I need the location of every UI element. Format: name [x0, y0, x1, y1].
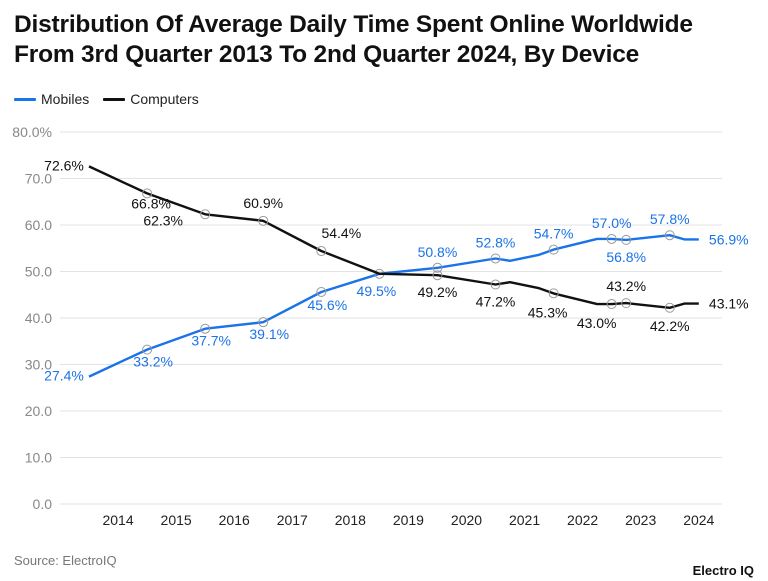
x-tick-label: 2022 — [567, 512, 598, 528]
data-point-mobiles — [200, 323, 211, 334]
legend-item-computers[interactable]: Computers — [103, 91, 199, 107]
x-tick-label: 2016 — [219, 512, 250, 528]
data-point-computers — [664, 302, 675, 313]
data-point-mobiles — [664, 230, 675, 241]
data-label-computers: 42.2% — [650, 318, 690, 334]
data-point-computers — [490, 279, 501, 290]
x-tick-label: 2014 — [102, 512, 133, 528]
data-point-computers — [200, 209, 211, 220]
data-point-computers — [606, 299, 617, 310]
data-label-computers: 45.3% — [528, 304, 568, 320]
data-label-mobiles: 50.8% — [418, 244, 458, 260]
data-point-mobiles — [142, 344, 153, 355]
x-tick-label: 2019 — [393, 512, 424, 528]
legend-swatch-computers — [103, 97, 126, 101]
data-point-computers — [548, 288, 559, 299]
x-tick-label: 2024 — [683, 512, 714, 528]
chart-title-line-1: Distribution Of Average Daily Time Spent… — [14, 11, 693, 38]
x-tick-label: 2018 — [335, 512, 366, 528]
data-point-computers — [258, 215, 269, 226]
data-point-computers — [621, 298, 632, 309]
data-point-mobiles — [316, 286, 327, 297]
data-label-computers: 66.8% — [131, 195, 171, 211]
data-label-computers: 54.4% — [321, 225, 361, 241]
data-point-mobiles — [606, 233, 617, 244]
legend-label-computers: Computers — [130, 91, 199, 107]
legend-swatch-mobiles — [14, 97, 36, 101]
y-tick-label: 0.0 — [33, 496, 53, 512]
y-tick-label: 20.0 — [25, 403, 52, 419]
chart-legend: Mobiles Computers — [14, 90, 213, 108]
data-label-mobiles: 33.2% — [133, 354, 173, 370]
data-label-mobiles: 54.7% — [534, 226, 574, 242]
data-label-mobiles: 45.6% — [307, 297, 347, 313]
x-tick-label: 2017 — [277, 512, 308, 528]
series-line-mobiles — [88, 234, 699, 378]
data-point-computers — [142, 188, 153, 199]
data-label-mobiles: 39.1% — [249, 326, 289, 342]
data-label-computers: 62.3% — [143, 212, 183, 228]
data-label-mobiles: 56.8% — [606, 249, 646, 265]
brand-logo: Electro IQ — [692, 563, 754, 578]
data-point-mobiles — [258, 317, 269, 328]
data-label-computers: 47.2% — [476, 294, 516, 310]
data-label-computers: 72.6% — [44, 157, 84, 173]
series-line-computers — [88, 165, 699, 309]
data-label-computers: 60.9% — [243, 195, 283, 211]
data-label-mobiles: 56.9% — [709, 231, 749, 247]
chart-title: Distribution Of Average Daily Time Spent… — [14, 10, 754, 70]
y-tick-label: 80.0% — [12, 124, 52, 140]
data-label-mobiles: 27.4% — [44, 368, 84, 384]
y-tick-label: 10.0 — [25, 450, 52, 466]
data-label-mobiles: 57.0% — [592, 215, 632, 231]
data-label-mobiles: 37.7% — [191, 333, 231, 349]
data-label-mobiles: 52.8% — [476, 234, 516, 250]
y-tick-label: 50.0 — [25, 264, 52, 280]
data-point-mobiles — [490, 253, 501, 264]
data-label-computers: 43.2% — [606, 278, 646, 294]
legend-item-mobiles[interactable]: Mobiles — [14, 91, 89, 107]
data-point-computers — [316, 246, 327, 257]
data-label-computers: 43.0% — [577, 315, 617, 331]
x-tick-label: 2020 — [451, 512, 482, 528]
y-tick-label: 30.0 — [25, 357, 52, 373]
y-tick-label: 40.0 — [25, 310, 52, 326]
data-label-mobiles: 49.5% — [357, 283, 397, 299]
y-tick-label: 60.0 — [25, 217, 52, 233]
data-point-mobiles — [621, 234, 632, 245]
x-tick-label: 2023 — [625, 512, 656, 528]
x-tick-label: 2021 — [509, 512, 540, 528]
chart-title-line-2: From 3rd Quarter 2013 To 2nd Quarter 202… — [14, 41, 640, 68]
legend-label-mobiles: Mobiles — [41, 91, 90, 107]
data-label-computers: 49.2% — [418, 284, 458, 300]
source-note: Source: ElectroIQ — [14, 553, 117, 568]
data-point-mobiles — [548, 244, 559, 255]
x-tick-label: 2015 — [161, 512, 192, 528]
data-point-computers — [432, 270, 443, 281]
data-label-mobiles: 57.8% — [650, 211, 690, 227]
data-label-computers: 43.1% — [709, 296, 749, 312]
y-tick-label: 70.0 — [25, 171, 52, 187]
data-point-mobiles — [432, 262, 443, 273]
